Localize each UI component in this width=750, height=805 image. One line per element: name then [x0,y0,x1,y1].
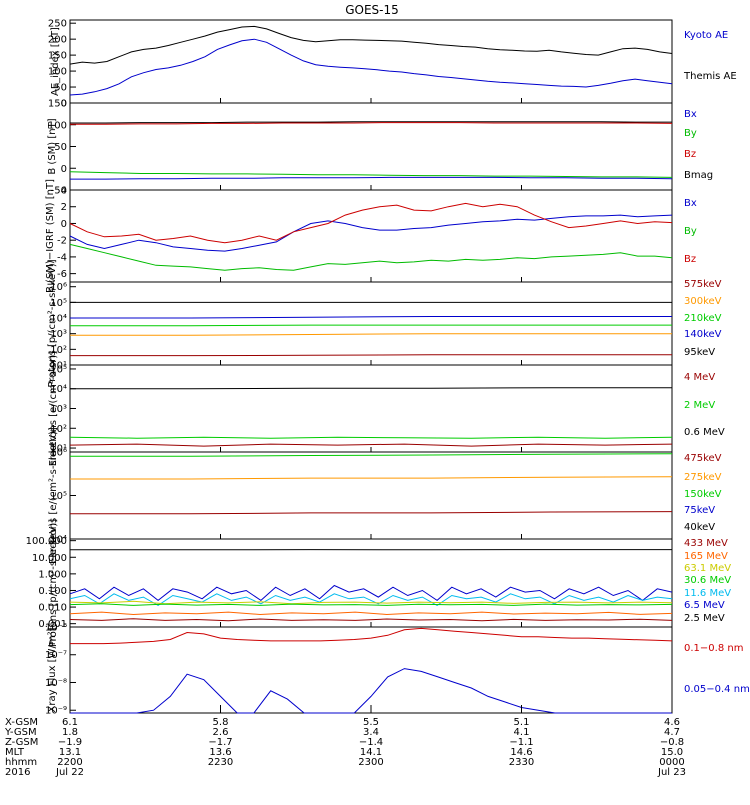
panel-6-frame [70,452,672,539]
panel-7-legend-label: 2.5 MeV [684,613,725,624]
panel-5-series-line [70,437,672,438]
panel-7-series-line [70,619,672,621]
panel-6-series-line [70,454,672,457]
panel-3-ytick-label: 0 [61,219,67,230]
xaxis-tick-value: 2230 [208,757,233,768]
panel-3-ytick-label: 4 [61,186,67,197]
panel-4-legend-label: 300keV [684,296,722,307]
panel-7-legend-label: 63.1 MeV [684,563,731,574]
xaxis-tick-value: 2330 [509,757,534,768]
panel-3-series-line [70,244,672,270]
panel-4-legend-label: 575keV [684,279,722,290]
panel-6-legend-label: 150keV [684,489,722,500]
panel-2-series-line [70,172,672,178]
panel-4-legend-label: 210keV [684,313,722,324]
panel-4-legend-label: 95keV [684,347,715,358]
panel-4-series-line [70,355,672,356]
panel-6-legend-label: 75keV [684,505,715,516]
panel-7-legend-label: 165 MeV [684,551,728,562]
panel-8-series-line [70,628,672,643]
panel-5-frame [70,365,672,452]
panel-3-ytick-label: -4 [57,252,67,263]
panel-4-series-line [70,317,672,319]
panel-1-legend-label: Themis AE [683,71,737,82]
xaxis-tick-value: 2300 [358,757,383,768]
panel-4-series-line [70,325,672,326]
panel-5-legend-label: 4 MeV [684,372,715,383]
panel-2-ytick-label: 150 [48,99,67,110]
panel-5-legend-label: 0.6 MeV [684,427,725,438]
panel-2-ylabel: B (SM) [nT] [47,118,58,174]
panel-3-legend-label: Bx [684,198,697,209]
panel-4-legend-label: 140keV [684,329,722,340]
panel-7-series-line [70,601,672,604]
panel-2-ytick-label: 0 [61,164,67,175]
panel-7-ytick-label: 100.000 [26,536,67,547]
panel-1-series-line [70,26,672,64]
panel-7-legend-label: 30.6 MeV [684,575,731,586]
panel-1-ylabel: AE_index [nT] [50,27,61,96]
panel-6-legend-label: 475keV [684,453,722,464]
panel-7-legend-label: 433 MeV [684,538,728,549]
panel-8-legend-label: 0.05−0.4 nm [684,684,750,695]
panel-3-ytick-label: -2 [57,236,67,247]
panel-4-frame [70,282,672,365]
panel-3-frame [70,190,672,282]
panel-2-legend-label: By [684,128,697,139]
panel-5-series-line [70,444,672,446]
panel-2-legend-label: Bx [684,109,697,120]
panel-3-ytick-label: 2 [61,202,67,213]
panel-5-legend-label: 2 MeV [684,400,715,411]
panel-2-legend-label: Bmag [684,170,713,181]
panel-8-ylabel: Xray Flux [W/m²] [47,627,58,712]
panel-2-series-line [70,177,672,179]
panel-7-legend-label: 11.6 MeV [684,588,731,599]
panel-3-legend-label: By [684,226,697,237]
panel-2-legend-label: Bz [684,149,696,160]
panel-6-series-line [70,512,672,514]
panel-6-legend-label: 275keV [684,472,722,483]
panel-3-legend-label: Bz [684,254,696,265]
panel-3-series-line [70,215,672,251]
panel-5-series-line [70,388,672,389]
panel-3-ytick-label: -6 [57,269,67,280]
panel-8-frame [70,627,672,713]
panel-7-series-line [70,604,672,606]
xaxis-tick-value: Jul 22 [55,767,84,778]
panel-6-series-line [70,477,672,479]
panel-7-series-line [70,612,672,614]
panel-7-legend-label: 6.5 MeV [684,600,725,611]
panel-1-frame [70,20,672,103]
chart-title: GOES-15 [345,3,399,17]
panel-7-series-line [70,586,672,601]
panel-4-series-line [70,334,672,336]
panel-3-series-line [70,203,672,242]
panel-8-legend-label: 0.1−0.8 nm [684,643,743,654]
panel-1-legend-label: Kyoto AE [684,30,728,41]
xaxis-row-label: 2016 [5,767,30,778]
panel-6-legend-label: 40keV [684,522,715,533]
xaxis-tick-value: Jul 23 [657,767,686,778]
